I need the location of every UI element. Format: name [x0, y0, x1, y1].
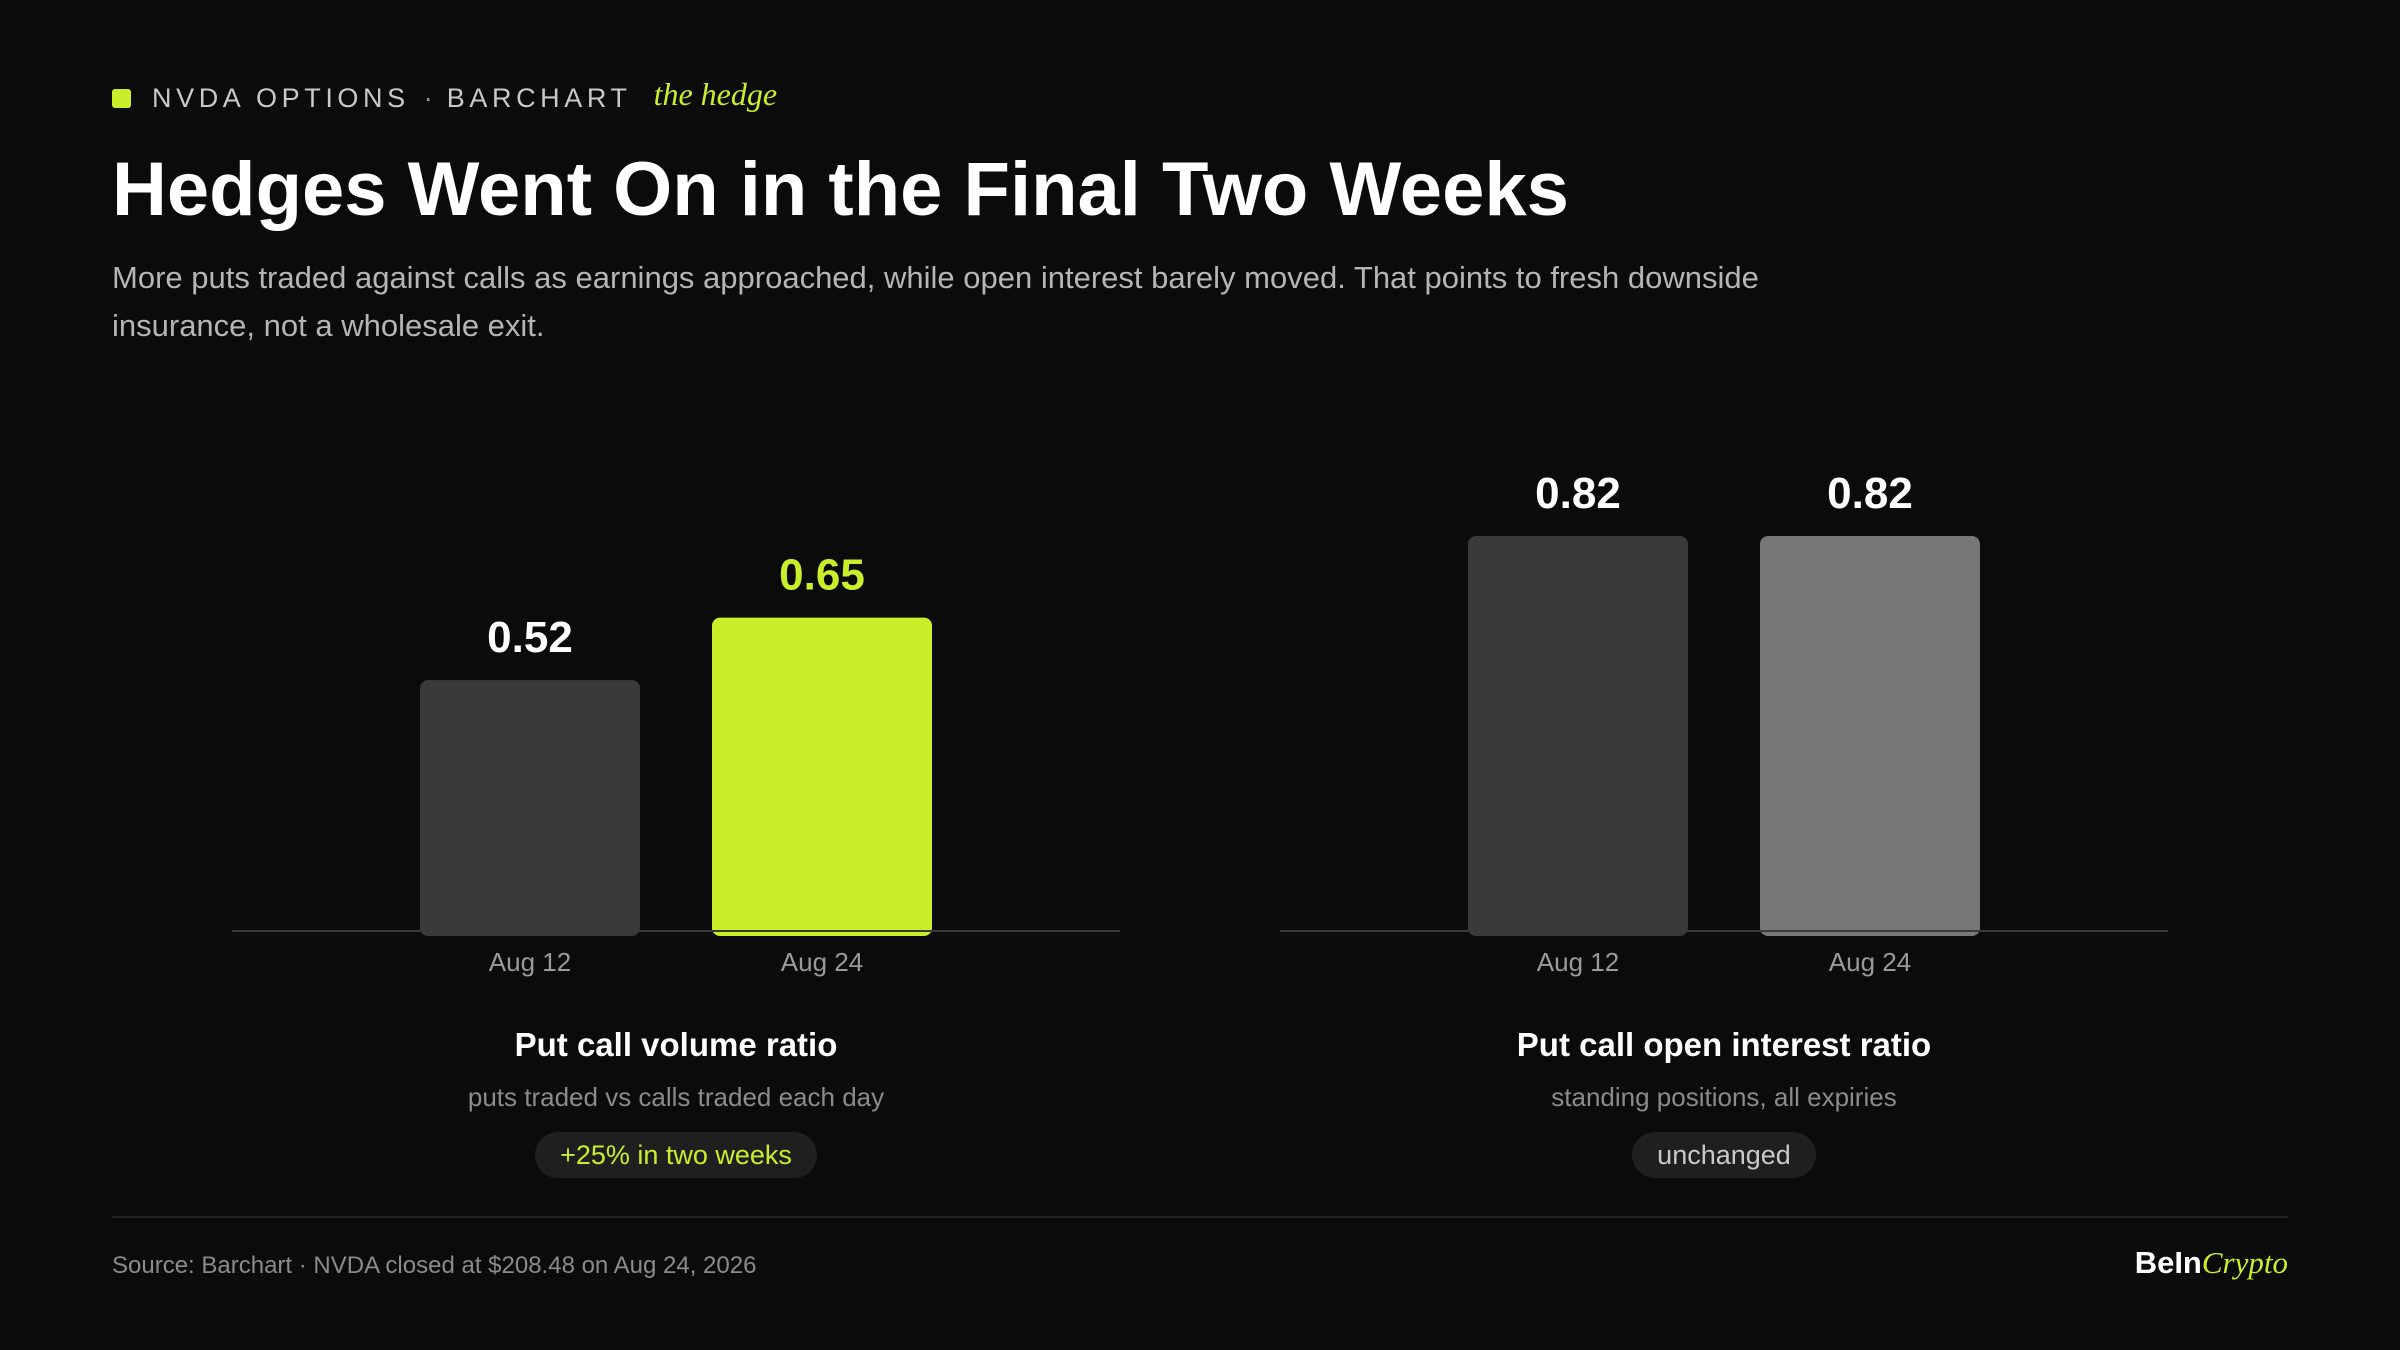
source-note: Source: Barchart · NVDA closed at $208.4… [112, 1252, 757, 1279]
bar-value-label: 0.52 [487, 613, 573, 662]
footer-divider [112, 1216, 2288, 1218]
bar [1760, 536, 1980, 936]
header: NVDA OPTIONS · BARCHART the hedge Hedges… [112, 76, 2292, 350]
change-badge: unchanged [1632, 1132, 1816, 1178]
x-tick-label: Aug 12 [489, 947, 571, 977]
chart-caption-open-interest: Put call open interest ratio standing po… [1374, 1020, 2074, 1178]
bar-value-label: 0.65 [779, 551, 865, 600]
chart-subtitle: standing positions, all expiries [1551, 1082, 1897, 1112]
bar [420, 680, 640, 936]
kicker: NVDA OPTIONS · BARCHART the hedge [112, 76, 2292, 120]
bar-value-label: 0.82 [1827, 469, 1913, 518]
kicker-tagline: the hedge [653, 75, 778, 112]
chart-caption-volume: Put call volume ratio puts traded vs cal… [326, 1020, 1026, 1178]
change-badge: +25% in two weeks [535, 1132, 817, 1178]
kicker-source: BARCHART [446, 82, 632, 113]
x-tick-label: Aug 24 [781, 947, 863, 977]
page-title: Hedges Went On in the Final Two Weeks [112, 147, 1569, 232]
kicker-square-icon [112, 88, 131, 108]
kicker-separator: · [423, 82, 433, 113]
bar [1468, 536, 1688, 936]
brand-logo: BeInCrypto [2135, 1245, 2288, 1281]
charts-canvas: 0.52 Aug 12 0.65 Aug 24 0.82 Aug 12 0.82 Aug 24 [232, 469, 2168, 977]
chart-title: Put call open interest ratio [1516, 1026, 1932, 1063]
page-subtitle: More puts traded against calls as earnin… [112, 260, 1759, 343]
chart-title: Put call volume ratio [514, 1026, 838, 1063]
brand-accent: Crypto [2201, 1245, 2288, 1280]
brand-main: BeIn [2134, 1245, 2202, 1280]
x-tick-label: Aug 12 [1537, 947, 1619, 977]
bar [712, 617, 932, 936]
kicker-topic: NVDA OPTIONS [152, 82, 410, 113]
bar-value-label: 0.82 [1535, 469, 1621, 518]
chart-subtitle: puts traded vs calls traded each day [467, 1082, 885, 1112]
x-tick-label: Aug 24 [1829, 947, 1911, 977]
